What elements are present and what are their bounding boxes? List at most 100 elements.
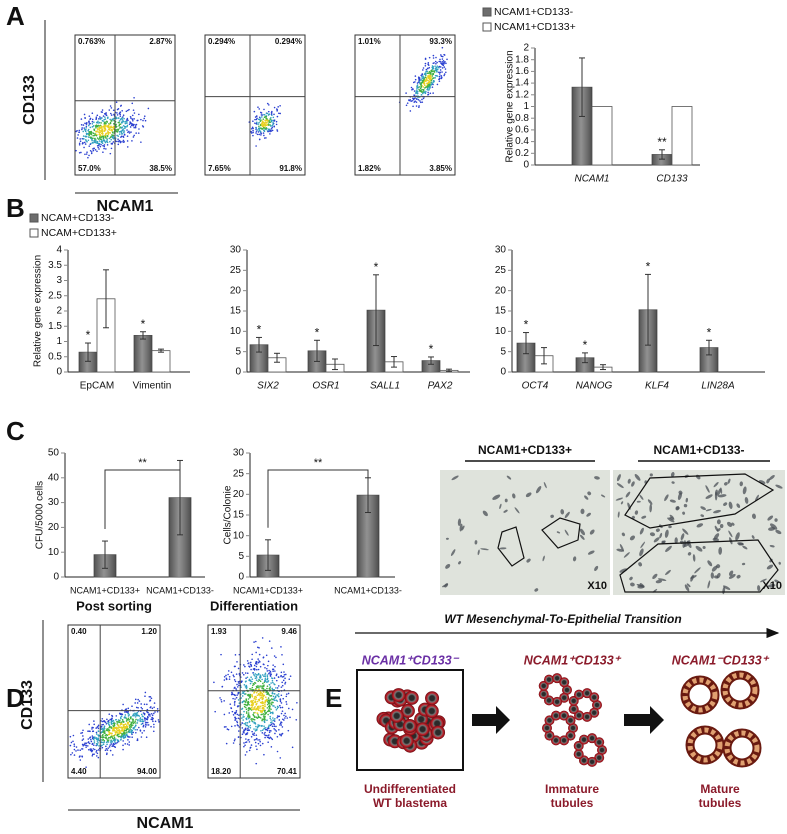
flow-dot xyxy=(120,726,122,729)
flow-dot xyxy=(281,653,283,656)
flow-dot xyxy=(262,682,264,685)
flow-dot xyxy=(254,122,256,124)
flow-dot xyxy=(234,725,236,727)
flow-dot xyxy=(113,721,115,723)
flow-dot xyxy=(280,674,282,677)
flow-dot xyxy=(111,136,114,138)
flow-dot xyxy=(84,153,86,156)
flow-dot xyxy=(119,141,122,144)
cell xyxy=(711,565,718,572)
tubule-cell xyxy=(573,689,584,700)
flow-dot xyxy=(131,114,134,117)
cell xyxy=(634,510,639,515)
flow-dot xyxy=(121,713,124,716)
flow-dot xyxy=(271,110,273,113)
flow-dot xyxy=(258,129,261,132)
flow-dot xyxy=(252,131,254,134)
flow-dot xyxy=(240,717,243,719)
flow-dot xyxy=(132,713,135,715)
flow-dot xyxy=(433,62,435,64)
flow-dot xyxy=(257,123,260,125)
flow-dot xyxy=(96,150,98,153)
flow-dot xyxy=(80,118,83,120)
flow-dot xyxy=(79,138,82,140)
flow-dot xyxy=(129,121,132,124)
flow-dot xyxy=(269,672,272,674)
flow-dot xyxy=(87,136,90,138)
flow-dot xyxy=(103,118,106,121)
flow-dot xyxy=(78,142,81,145)
cell xyxy=(751,535,755,539)
flow-dot xyxy=(244,686,247,688)
flow-dot xyxy=(271,129,274,132)
flow-dot xyxy=(264,666,266,669)
flow-dot xyxy=(125,724,128,727)
flow-dot xyxy=(123,724,126,726)
flow-dot xyxy=(91,112,94,115)
flow-dot xyxy=(116,727,119,730)
flow-dot xyxy=(434,77,436,79)
flow-dot xyxy=(104,126,106,129)
flow-dot xyxy=(112,739,115,741)
flow-dot xyxy=(89,748,92,750)
flow-dot xyxy=(236,683,238,686)
flow-dot xyxy=(279,104,281,107)
flow-dot xyxy=(140,713,143,716)
flow-dot xyxy=(134,712,136,715)
flow-dot xyxy=(254,118,256,121)
cell xyxy=(724,482,728,486)
flow-dot xyxy=(241,722,244,724)
flow-dot xyxy=(84,742,86,745)
cell xyxy=(735,532,740,541)
flow-dot xyxy=(228,678,231,680)
cell xyxy=(710,572,714,579)
flow-dot xyxy=(108,137,111,140)
flow-dot xyxy=(101,128,104,131)
flow-dot xyxy=(127,131,129,134)
flow-dot xyxy=(106,728,108,730)
y-tick-label: 30 xyxy=(48,497,60,508)
flow-dot xyxy=(270,117,272,119)
flow-dot xyxy=(81,731,84,734)
flow-dot xyxy=(431,68,434,70)
cell xyxy=(669,499,676,503)
blastema-cell xyxy=(389,708,404,723)
flow-dot xyxy=(146,710,148,713)
flow-dot xyxy=(135,706,138,709)
flow-dot xyxy=(103,720,106,723)
quadrant-value: 93.3% xyxy=(429,37,452,46)
flow-dot xyxy=(266,102,269,105)
flow-dot xyxy=(129,717,132,720)
flow-dot xyxy=(154,711,156,713)
quadrant-value: 2.87% xyxy=(149,37,172,46)
flow-dot xyxy=(133,96,135,99)
flow-dot xyxy=(435,63,437,65)
flow-dot xyxy=(413,90,416,92)
flow-dot xyxy=(283,674,286,676)
flow-dot xyxy=(118,131,121,133)
cell xyxy=(615,497,623,501)
flow-dot xyxy=(273,705,275,707)
flow-dot xyxy=(92,726,94,729)
flow-dot xyxy=(126,743,129,745)
flow-dot xyxy=(438,73,441,75)
flow-dot xyxy=(70,741,73,744)
micrograph-label: NCAM1+CD133- xyxy=(653,443,744,457)
flow-dot xyxy=(104,134,107,136)
flow-dot xyxy=(152,720,154,723)
flow-dot xyxy=(423,81,425,83)
flow-dot xyxy=(127,717,130,720)
flow-dot xyxy=(416,92,419,95)
flow-dot xyxy=(105,747,108,750)
flow-dot xyxy=(110,721,113,723)
flow-dot xyxy=(247,709,250,712)
flow-dot xyxy=(69,735,72,738)
flow-dot xyxy=(93,137,96,140)
cell xyxy=(560,509,565,515)
flow-dot xyxy=(134,716,137,718)
flow-dot xyxy=(246,672,249,674)
flow-dot xyxy=(89,730,91,733)
flow-dot xyxy=(116,724,119,726)
plot-frame xyxy=(204,34,306,176)
flow-dot xyxy=(120,735,123,737)
